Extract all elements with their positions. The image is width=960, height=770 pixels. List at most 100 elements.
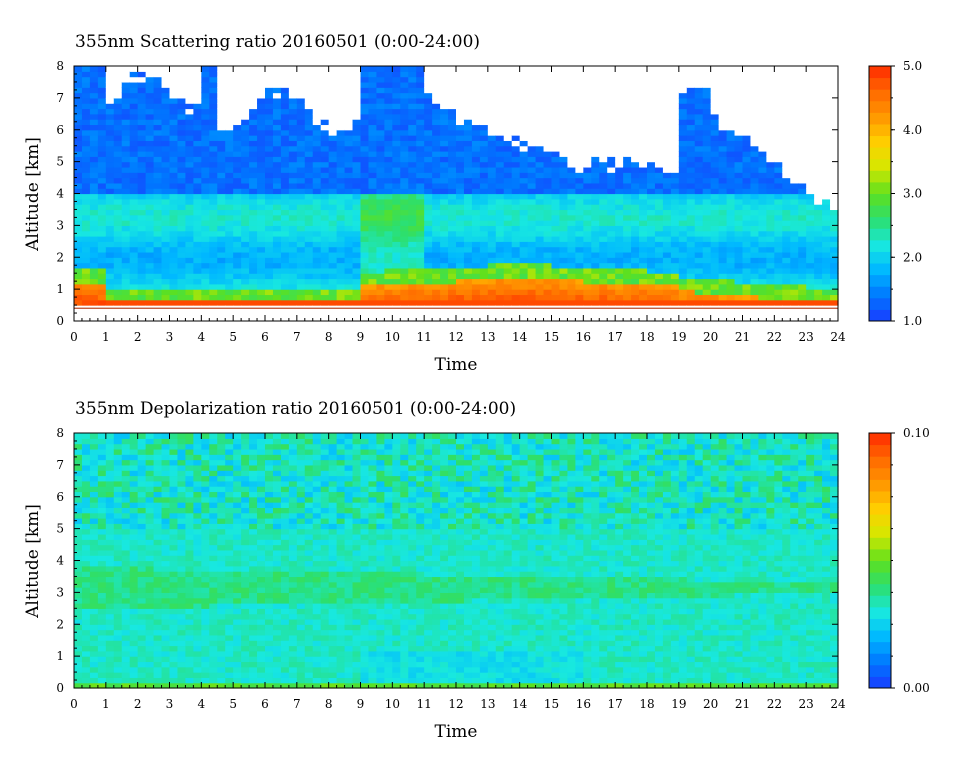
scattering-ratio-heat-cell <box>631 310 640 317</box>
scattering-ratio-heat-cell <box>249 161 258 168</box>
scattering-ratio-heat-cell <box>575 289 584 296</box>
scattering-ratio-heat-cell <box>471 220 481 226</box>
scattering-ratio-heat-cell <box>129 182 139 189</box>
scattering-ratio-heat-cell <box>822 220 831 226</box>
scattering-ratio-heat-cell <box>344 278 354 285</box>
scattering-ratio-heat-cell <box>153 76 163 83</box>
scattering-ratio-heat-cell <box>296 278 306 285</box>
scattering-ratio-x-tick-label: 7 <box>293 330 301 344</box>
scattering-ratio-heat-cell <box>710 273 720 280</box>
scattering-ratio-heat-cell <box>814 97 823 104</box>
scattering-ratio-heat-cell <box>647 81 656 88</box>
scattering-ratio-heat-cell <box>272 156 282 163</box>
scattering-ratio-heat-cell <box>694 76 704 83</box>
scattering-ratio-heat-cell <box>217 241 226 248</box>
scattering-ratio-heat-cell <box>774 209 783 216</box>
scattering-ratio-heat-cell <box>233 113 242 120</box>
scattering-ratio-heat-cell <box>662 241 672 248</box>
scattering-ratio-heat-cell <box>344 92 354 99</box>
scattering-ratio-heat-cell <box>599 124 608 131</box>
scattering-ratio-heat-cell <box>662 161 672 168</box>
scattering-ratio-heat-cell <box>798 135 807 141</box>
scattering-ratio-heat-cell <box>113 119 123 126</box>
scattering-ratio-heat-cell <box>265 310 274 317</box>
scattering-ratio-heat-cell <box>320 299 330 306</box>
scattering-ratio-heat-cell <box>758 135 767 141</box>
scattering-ratio-heat-cell <box>185 241 194 248</box>
scattering-ratio-heat-cell <box>519 161 529 168</box>
scattering-ratio-heat-cell <box>265 315 274 322</box>
scattering-ratio-heat-cell <box>766 230 775 237</box>
scattering-ratio-heat-cell <box>543 172 553 179</box>
scattering-ratio-heat-cell <box>153 172 163 179</box>
scattering-ratio-heat-cell <box>726 209 736 216</box>
scattering-ratio-heat-cell <box>328 151 338 157</box>
scattering-ratio-heat-cell <box>662 310 672 317</box>
scattering-ratio-heat-cell <box>129 66 139 72</box>
scattering-ratio-heat-cell <box>288 315 298 322</box>
scattering-ratio-heat-cell <box>456 166 465 173</box>
scattering-ratio-heat-cell <box>559 151 569 157</box>
scattering-ratio-heat-cell <box>742 135 752 141</box>
scattering-ratio-heat-cell <box>599 166 608 173</box>
scattering-ratio-heat-cell <box>519 299 529 306</box>
scattering-ratio-heat-cell <box>177 172 187 179</box>
scattering-ratio-heat-cell <box>575 204 584 211</box>
scattering-ratio-heat-cell <box>535 145 545 152</box>
scattering-ratio-heat-cell <box>463 251 473 258</box>
scattering-ratio-heat-cell <box>121 278 131 285</box>
scattering-ratio-heat-cell <box>113 220 123 226</box>
scattering-ratio-heat-cell <box>336 204 346 211</box>
scattering-ratio-heat-cell <box>798 246 807 253</box>
scattering-ratio-colorbar-swatch <box>869 263 891 276</box>
scattering-ratio-heat-cell <box>535 193 545 200</box>
scattering-ratio-heat-cell <box>567 151 576 157</box>
scattering-ratio-heat-cell <box>312 71 322 78</box>
depolarization-ratio-heat-cell <box>81 507 91 514</box>
depolarization-ratio-heat-cell <box>74 486 83 493</box>
scattering-ratio-heat-cell <box>89 161 99 168</box>
scattering-ratio-heat-cell <box>161 310 171 317</box>
scattering-ratio-heat-cell <box>782 204 791 211</box>
scattering-ratio-heat-cell <box>424 262 433 269</box>
scattering-ratio-heat-cell <box>758 230 767 237</box>
scattering-ratio-heat-cell <box>551 66 561 72</box>
depolarization-ratio-heat-cell <box>89 555 99 562</box>
scattering-ratio-heat-cell <box>543 267 553 274</box>
scattering-ratio-heat-cell <box>225 198 234 205</box>
scattering-ratio-heat-cell <box>280 193 290 200</box>
scattering-ratio-heat-cell <box>814 236 823 242</box>
scattering-ratio-heat-cell <box>161 76 171 83</box>
scattering-ratio-heat-cell <box>312 315 322 322</box>
scattering-ratio-heat-cell <box>607 71 616 78</box>
scattering-ratio-heat-cell <box>233 129 242 136</box>
scattering-ratio-heat-cell <box>113 294 123 301</box>
scattering-ratio-heat-cell <box>702 182 712 189</box>
scattering-ratio-heat-cell <box>336 273 346 280</box>
scattering-ratio-heat-cell <box>742 182 752 189</box>
scattering-ratio-heat-cell <box>631 81 640 88</box>
scattering-ratio-heat-cell <box>631 267 640 274</box>
scattering-ratio-heat-cell <box>551 71 561 78</box>
scattering-ratio-heat-cell <box>304 103 314 110</box>
scattering-ratio-heat-cell <box>416 236 425 242</box>
scattering-ratio-heat-cell <box>129 140 139 147</box>
scattering-ratio-heat-cell <box>153 87 163 94</box>
depolarization-ratio-heat-cell <box>74 634 83 641</box>
scattering-ratio-heat-cell <box>113 140 123 147</box>
scattering-ratio-heat-cell <box>694 273 704 280</box>
scattering-ratio-heat-cell <box>503 81 513 88</box>
scattering-ratio-heat-cell <box>456 87 465 94</box>
scattering-ratio-heat-cell <box>543 310 553 317</box>
scattering-ratio-heat-cell <box>551 151 561 157</box>
scattering-ratio-heat-cell <box>89 145 99 152</box>
depolarization-ratio-heat-cell <box>74 512 83 519</box>
scattering-ratio-heat-cell <box>631 220 640 226</box>
scattering-ratio-heat-cell <box>312 198 322 205</box>
scattering-ratio-heat-cell <box>471 71 481 78</box>
scattering-ratio-heat-cell <box>448 151 457 157</box>
scattering-ratio-heat-cell <box>233 236 242 242</box>
scattering-ratio-heat-cell <box>113 76 123 83</box>
scattering-ratio-x-tick-label: 16 <box>576 330 591 344</box>
scattering-ratio-heat-cell <box>686 246 696 253</box>
